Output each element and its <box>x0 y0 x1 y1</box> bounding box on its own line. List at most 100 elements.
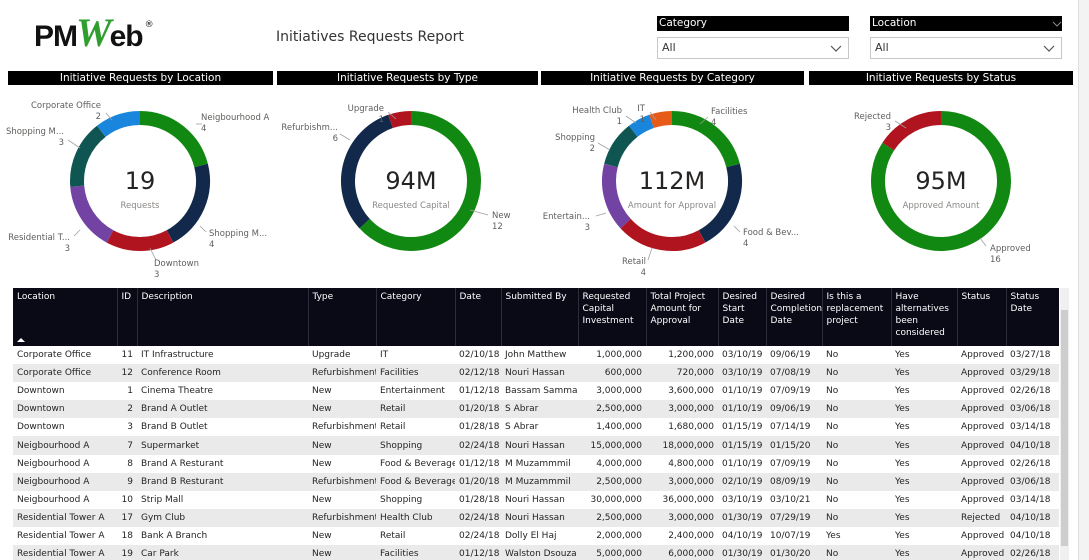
table-row[interactable]: Residential Tower A 17 Gym Club Refurbishme… <box>13 508 1059 527</box>
slice-label: Upgrade 1 <box>348 104 384 125</box>
table-cell: 3,000,000 <box>578 382 646 401</box>
donut-slice[interactable] <box>139 111 208 168</box>
column-header[interactable]: Type <box>308 288 377 346</box>
slicer-collapse-icon[interactable] <box>1052 16 1062 31</box>
table-body: Corporate Office 11 IT Infrastructure Upgra… <box>13 346 1059 560</box>
donut-slice[interactable] <box>97 111 141 137</box>
category-dropdown[interactable]: All <box>657 37 849 59</box>
donut-slice[interactable] <box>388 111 412 129</box>
donut-slice[interactable] <box>620 218 706 251</box>
table-row[interactable]: Neigbourhood A 10 Strip Mall New Shopping 01/… <box>13 490 1059 509</box>
table-cell: Yes <box>891 400 957 419</box>
donut-slice[interactable] <box>698 163 742 243</box>
column-header[interactable]: ID <box>117 288 138 346</box>
donut-slice[interactable] <box>70 125 106 187</box>
table-cell: 01/15/20 <box>766 436 822 455</box>
slice-label: IT 1 <box>637 104 646 125</box>
table-cell: No <box>822 364 891 383</box>
scrollbar-thumb[interactable] <box>1061 310 1068 546</box>
table-cell: 15,000,000 <box>578 436 646 455</box>
table-row[interactable]: Corporate Office 11 IT Infrastructure Upgra… <box>13 346 1059 365</box>
column-header[interactable]: Requested Capital Investment <box>578 288 647 346</box>
column-header[interactable]: Desired Start Date <box>718 288 767 346</box>
table-row[interactable]: Downtown 1 Cinema Theatre New Entertainment 0… <box>13 382 1059 401</box>
table-cell: Approved <box>957 436 1006 455</box>
table-cell: IT <box>376 346 455 365</box>
donut-center-label: Requested Capital <box>372 201 450 211</box>
slice-value: 3 <box>585 223 590 233</box>
table-row[interactable]: Downtown 2 Brand A Outlet New Retail 01/20/18… <box>13 400 1059 419</box>
column-header[interactable]: Category <box>376 288 456 346</box>
table-row[interactable]: Corporate Office 12 Conference Room Refurbi… <box>13 364 1059 383</box>
column-header[interactable]: Submitted By <box>501 288 579 346</box>
table-row[interactable]: Neigbourhood A 7 Supermarket New Shopping 02/… <box>13 436 1059 455</box>
column-header[interactable]: Have alternatives been considered <box>891 288 958 346</box>
column-header[interactable]: Location <box>13 288 118 346</box>
table-row[interactable]: Residential Tower A 18 Bank A Branch New Ret… <box>13 526 1059 546</box>
table-row[interactable]: Residential Tower A 19 Car Park New Faciliti… <box>13 545 1059 560</box>
slice-value: 1 <box>379 115 384 125</box>
donut-slice[interactable] <box>70 185 114 243</box>
donut-center-label: Amount for Approval <box>628 201 716 211</box>
table-cell: 10 <box>117 490 137 509</box>
column-header[interactable]: Description <box>137 288 309 346</box>
column-header[interactable]: Status Date <box>1006 288 1059 346</box>
donut-slice[interactable] <box>629 114 655 137</box>
slice-label: Health Club 1 <box>572 106 622 127</box>
table-cell: New <box>308 400 376 419</box>
slice-label: Downtown 3 <box>154 259 199 280</box>
donut-slice[interactable] <box>106 230 174 251</box>
column-header[interactable]: Desired Completion Date <box>766 288 823 346</box>
table-cell: Approved <box>957 400 1006 419</box>
donut-slice[interactable] <box>882 111 942 151</box>
donut-slice[interactable] <box>602 163 631 229</box>
table-cell: 4,800,000 <box>646 454 718 473</box>
donut-slice[interactable] <box>871 111 1011 251</box>
donut-slice[interactable] <box>359 111 481 251</box>
slice-category: Health Club <box>572 106 622 116</box>
table-cell: No <box>822 436 891 455</box>
table-scrollbar[interactable] <box>1060 288 1069 560</box>
table-cell: 02/26/18 <box>1006 454 1059 473</box>
leader-line <box>105 112 113 121</box>
table-cell: 600,000 <box>578 364 646 383</box>
slice-label: Rejected 3 <box>854 112 891 133</box>
table-cell: Bassam Samman <box>501 382 578 401</box>
column-header[interactable]: Date <box>455 288 502 346</box>
table-cell: 30,000,000 <box>578 490 646 509</box>
location-dropdown[interactable]: All <box>870 37 1062 59</box>
donut-slice[interactable] <box>649 111 673 129</box>
table-row[interactable]: Neigbourhood A 8 Brand A Resturant New Food … <box>13 454 1059 473</box>
table-cell: Facilities <box>376 545 455 560</box>
sort-ascending-icon[interactable] <box>17 338 25 342</box>
table-cell: New <box>308 436 376 455</box>
report-title: Initiatives Requests Report <box>276 29 464 45</box>
table-cell: New <box>308 526 376 546</box>
leader-line <box>597 142 611 151</box>
table-cell: 07/09/19 <box>766 382 822 401</box>
leader-line <box>199 225 207 233</box>
slice-category: Shopping M... <box>6 127 64 137</box>
column-header-label: Status <box>961 292 991 302</box>
table-cell: 03/14/18 <box>1006 490 1059 509</box>
column-header[interactable]: Status <box>957 288 1007 346</box>
slice-category: Corporate Office <box>31 101 101 111</box>
table-row[interactable]: Neigbourhood A 9 Brand B Resturant Refurbis… <box>13 472 1059 491</box>
slice-category: Refurbishm... <box>281 123 338 133</box>
column-header[interactable]: Is this a replacement project <box>822 288 892 346</box>
donut-slice[interactable] <box>166 163 210 243</box>
leader-line <box>625 115 637 124</box>
donut-slice[interactable] <box>671 111 740 168</box>
leader-line <box>649 111 657 121</box>
donut-slice[interactable] <box>604 125 638 168</box>
table-cell: 02/24/18 <box>455 508 501 527</box>
column-header[interactable]: Total Project Amount for Approval <box>646 288 719 346</box>
column-header-label: Description <box>141 292 193 302</box>
donut-slice[interactable] <box>341 114 394 229</box>
slice-value: 3 <box>59 138 64 148</box>
location-slicer-label: Location <box>872 17 917 29</box>
slice-category: New <box>492 211 511 221</box>
table-row[interactable]: Downtown 3 Brand B Outlet Refurbishment Reta… <box>13 418 1059 437</box>
donut-chart: New 12 Refurbishm... 6 Upgrade 1 94M Requested … <box>281 104 511 251</box>
slice-label: Facilities 4 <box>711 107 748 128</box>
